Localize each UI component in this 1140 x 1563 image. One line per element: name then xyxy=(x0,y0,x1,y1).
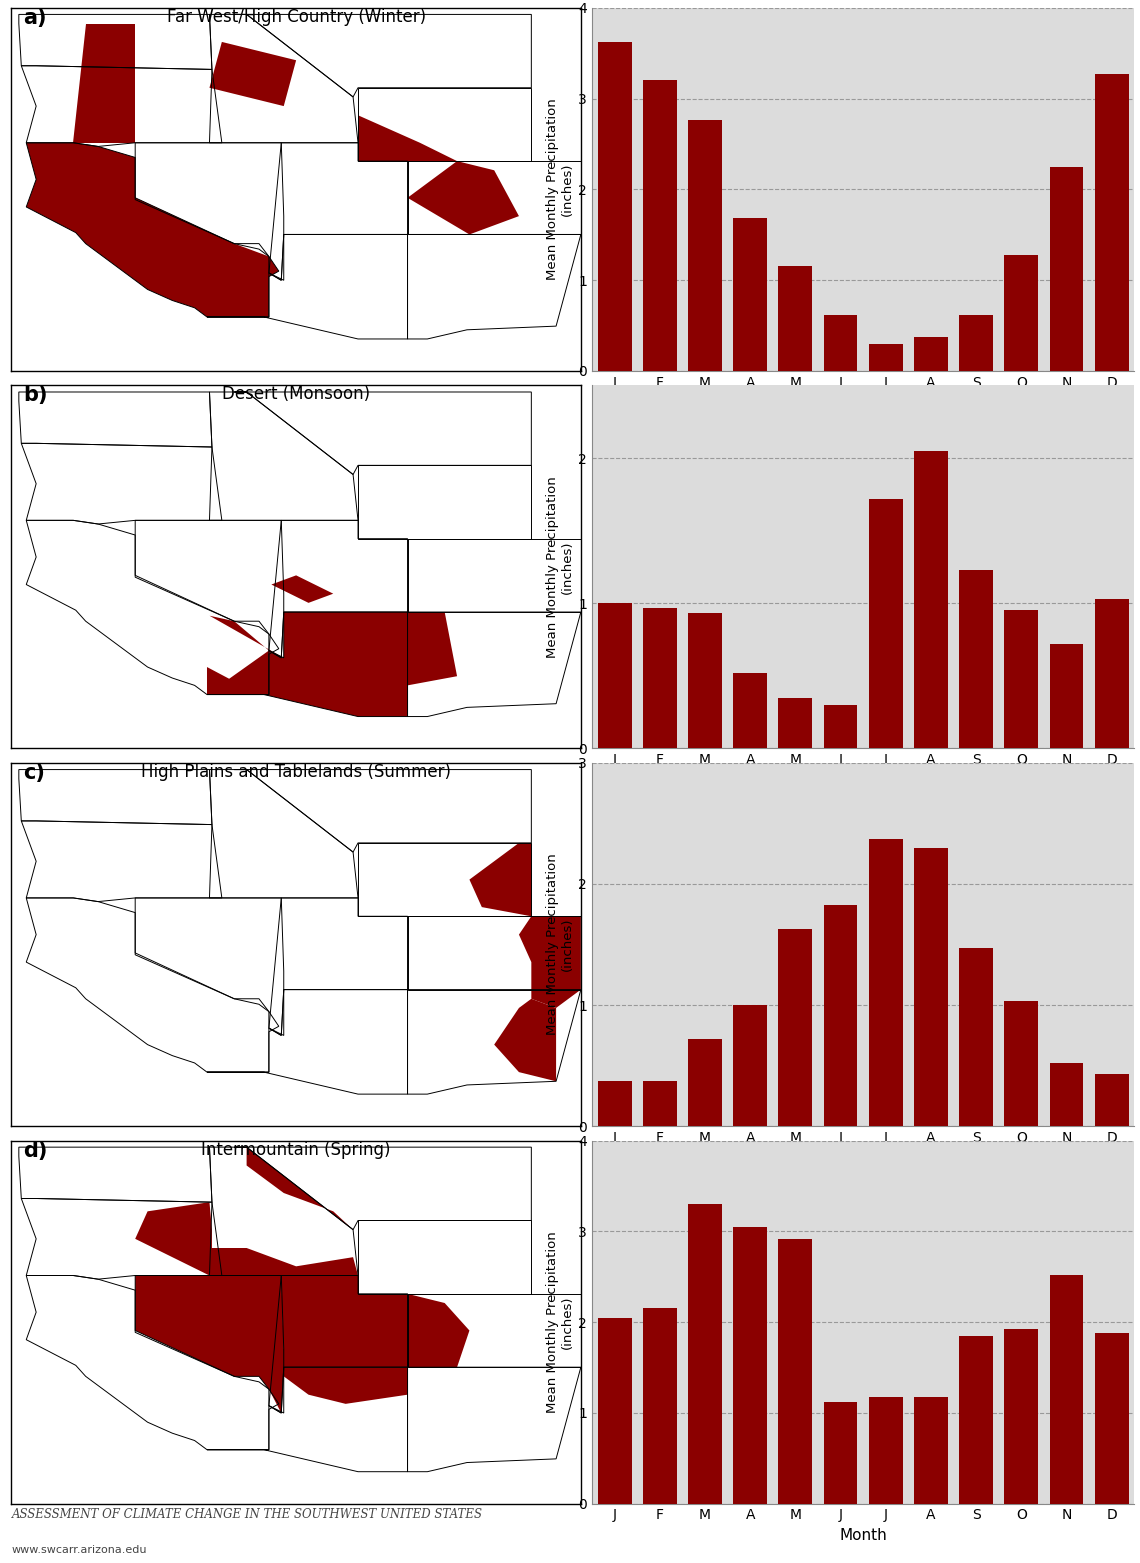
Polygon shape xyxy=(407,1294,470,1368)
Text: Desert (Monsoon): Desert (Monsoon) xyxy=(222,386,370,403)
Bar xyxy=(1094,1074,1129,1125)
Bar xyxy=(914,450,947,749)
Y-axis label: Mean Monthly Precipitation
(inches): Mean Monthly Precipitation (inches) xyxy=(546,1232,575,1413)
Polygon shape xyxy=(26,142,279,317)
Polygon shape xyxy=(73,23,136,142)
Bar xyxy=(869,1396,903,1504)
Polygon shape xyxy=(136,1275,309,1413)
Bar xyxy=(823,705,857,749)
Y-axis label: Mean Monthly Precipitation
(inches): Mean Monthly Precipitation (inches) xyxy=(546,98,575,280)
Polygon shape xyxy=(210,42,296,106)
Bar xyxy=(733,219,767,370)
Bar xyxy=(1094,599,1129,749)
Bar xyxy=(597,1318,632,1504)
Polygon shape xyxy=(271,575,333,603)
Bar xyxy=(597,603,632,749)
X-axis label: Month: Month xyxy=(839,1529,887,1543)
Bar xyxy=(643,1082,677,1125)
Bar xyxy=(1004,611,1039,749)
Text: www.swcarr.arizona.edu: www.swcarr.arizona.edu xyxy=(11,1546,147,1555)
Y-axis label: Mean Monthly Precipitation
(inches): Mean Monthly Precipitation (inches) xyxy=(546,853,575,1035)
Bar xyxy=(869,499,903,749)
Bar xyxy=(869,839,903,1125)
Bar xyxy=(733,674,767,749)
Bar xyxy=(779,1238,813,1504)
Bar xyxy=(733,1227,767,1504)
Bar xyxy=(914,338,947,370)
Bar xyxy=(643,1308,677,1504)
Polygon shape xyxy=(210,1247,358,1275)
Text: d): d) xyxy=(23,1141,47,1161)
Polygon shape xyxy=(136,1202,282,1275)
Bar xyxy=(959,1336,993,1504)
Bar xyxy=(779,928,813,1125)
Polygon shape xyxy=(407,161,519,234)
Bar xyxy=(689,1039,722,1125)
Text: High Plains and Tablelands (Summer): High Plains and Tablelands (Summer) xyxy=(141,763,451,782)
Y-axis label: Mean Monthly Precipitation
(inches): Mean Monthly Precipitation (inches) xyxy=(546,477,575,658)
Polygon shape xyxy=(282,1275,407,1368)
Bar xyxy=(1050,644,1083,749)
Text: b): b) xyxy=(23,386,47,405)
Bar xyxy=(597,1082,632,1125)
Polygon shape xyxy=(284,1368,407,1404)
Bar xyxy=(959,949,993,1125)
Bar xyxy=(643,80,677,370)
Bar xyxy=(823,905,857,1125)
Bar xyxy=(1004,1002,1039,1125)
Polygon shape xyxy=(207,667,259,694)
Bar xyxy=(914,1396,947,1504)
Polygon shape xyxy=(358,116,457,161)
Polygon shape xyxy=(246,1147,353,1230)
Bar xyxy=(1004,255,1039,370)
Polygon shape xyxy=(470,842,531,916)
Text: a): a) xyxy=(23,8,47,28)
Bar xyxy=(869,344,903,370)
Bar xyxy=(689,613,722,749)
Polygon shape xyxy=(207,613,407,716)
Bar xyxy=(1050,167,1083,370)
Bar xyxy=(959,570,993,749)
Bar xyxy=(1050,1063,1083,1125)
Bar xyxy=(1050,1275,1083,1504)
Bar xyxy=(1094,73,1129,370)
Text: Intermountain (Spring): Intermountain (Spring) xyxy=(202,1141,391,1158)
Polygon shape xyxy=(519,916,581,1008)
Bar xyxy=(689,1204,722,1504)
X-axis label: Month: Month xyxy=(839,1150,887,1166)
Bar xyxy=(779,267,813,370)
Bar xyxy=(643,608,677,749)
Bar xyxy=(823,314,857,370)
Polygon shape xyxy=(407,613,457,685)
Bar xyxy=(597,42,632,370)
Polygon shape xyxy=(210,616,284,658)
Bar xyxy=(733,1005,767,1125)
Bar xyxy=(914,847,947,1125)
Bar xyxy=(1004,1330,1039,1504)
X-axis label: Month: Month xyxy=(839,395,887,411)
Text: Far West/High Country (Winter): Far West/High Country (Winter) xyxy=(166,8,425,27)
Bar xyxy=(1094,1333,1129,1504)
Text: ASSESSMENT OF CLIMATE CHANGE IN THE SOUTHWEST UNITED STATES: ASSESSMENT OF CLIMATE CHANGE IN THE SOUT… xyxy=(11,1508,482,1521)
Bar xyxy=(779,697,813,749)
Bar xyxy=(823,1402,857,1504)
X-axis label: Month: Month xyxy=(839,772,887,788)
Bar xyxy=(689,120,722,370)
Polygon shape xyxy=(495,999,556,1082)
Bar xyxy=(959,314,993,370)
Text: c): c) xyxy=(23,763,44,783)
